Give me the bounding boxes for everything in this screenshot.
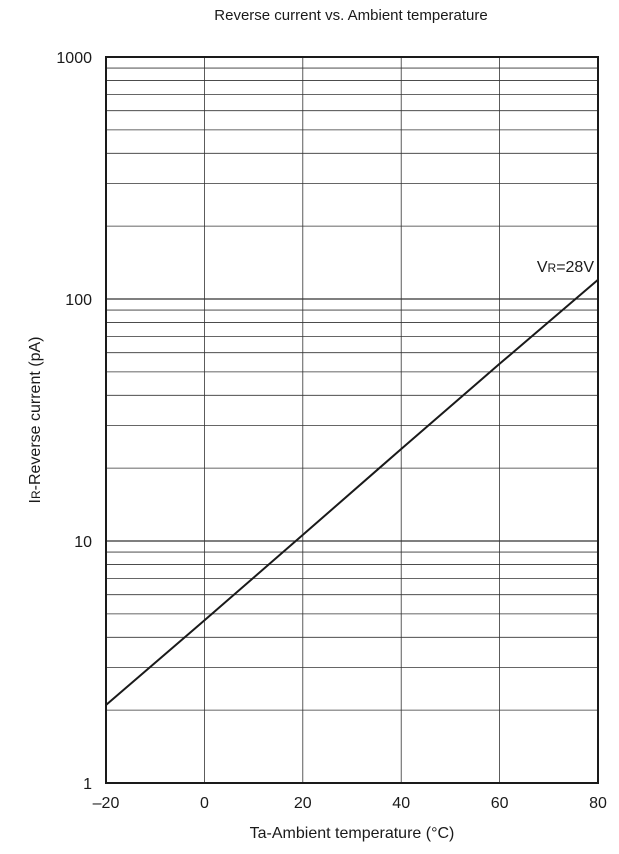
series-line	[105, 279, 599, 706]
y-tick-label: 1	[83, 776, 92, 793]
y-tick-label: 10	[74, 534, 92, 551]
y-tick-labels: 1 10 100 1000	[56, 50, 92, 793]
series-label: VR=28V	[537, 259, 594, 276]
x-tick-label: 40	[392, 795, 410, 812]
y-axis-label: IR-Reverse current (pA)	[27, 337, 44, 504]
y-tick-label: 100	[65, 292, 92, 309]
x-axis-label: Ta-Ambient temperature (°C)	[250, 825, 455, 842]
x-tick-label: –20	[93, 795, 120, 812]
x-tick-label: 0	[200, 795, 209, 812]
x-tick-label: 80	[589, 795, 607, 812]
x-tick-label: 60	[491, 795, 509, 812]
x-tick-label: 20	[294, 795, 312, 812]
chart-title: Reverse current vs. Ambient temperature	[214, 7, 487, 24]
plot-frame	[105, 56, 599, 784]
y-tick-label: 1000	[56, 50, 92, 67]
x-tick-labels: –20 0 20 40 60 80	[93, 795, 607, 812]
grid-lines	[106, 57, 598, 783]
